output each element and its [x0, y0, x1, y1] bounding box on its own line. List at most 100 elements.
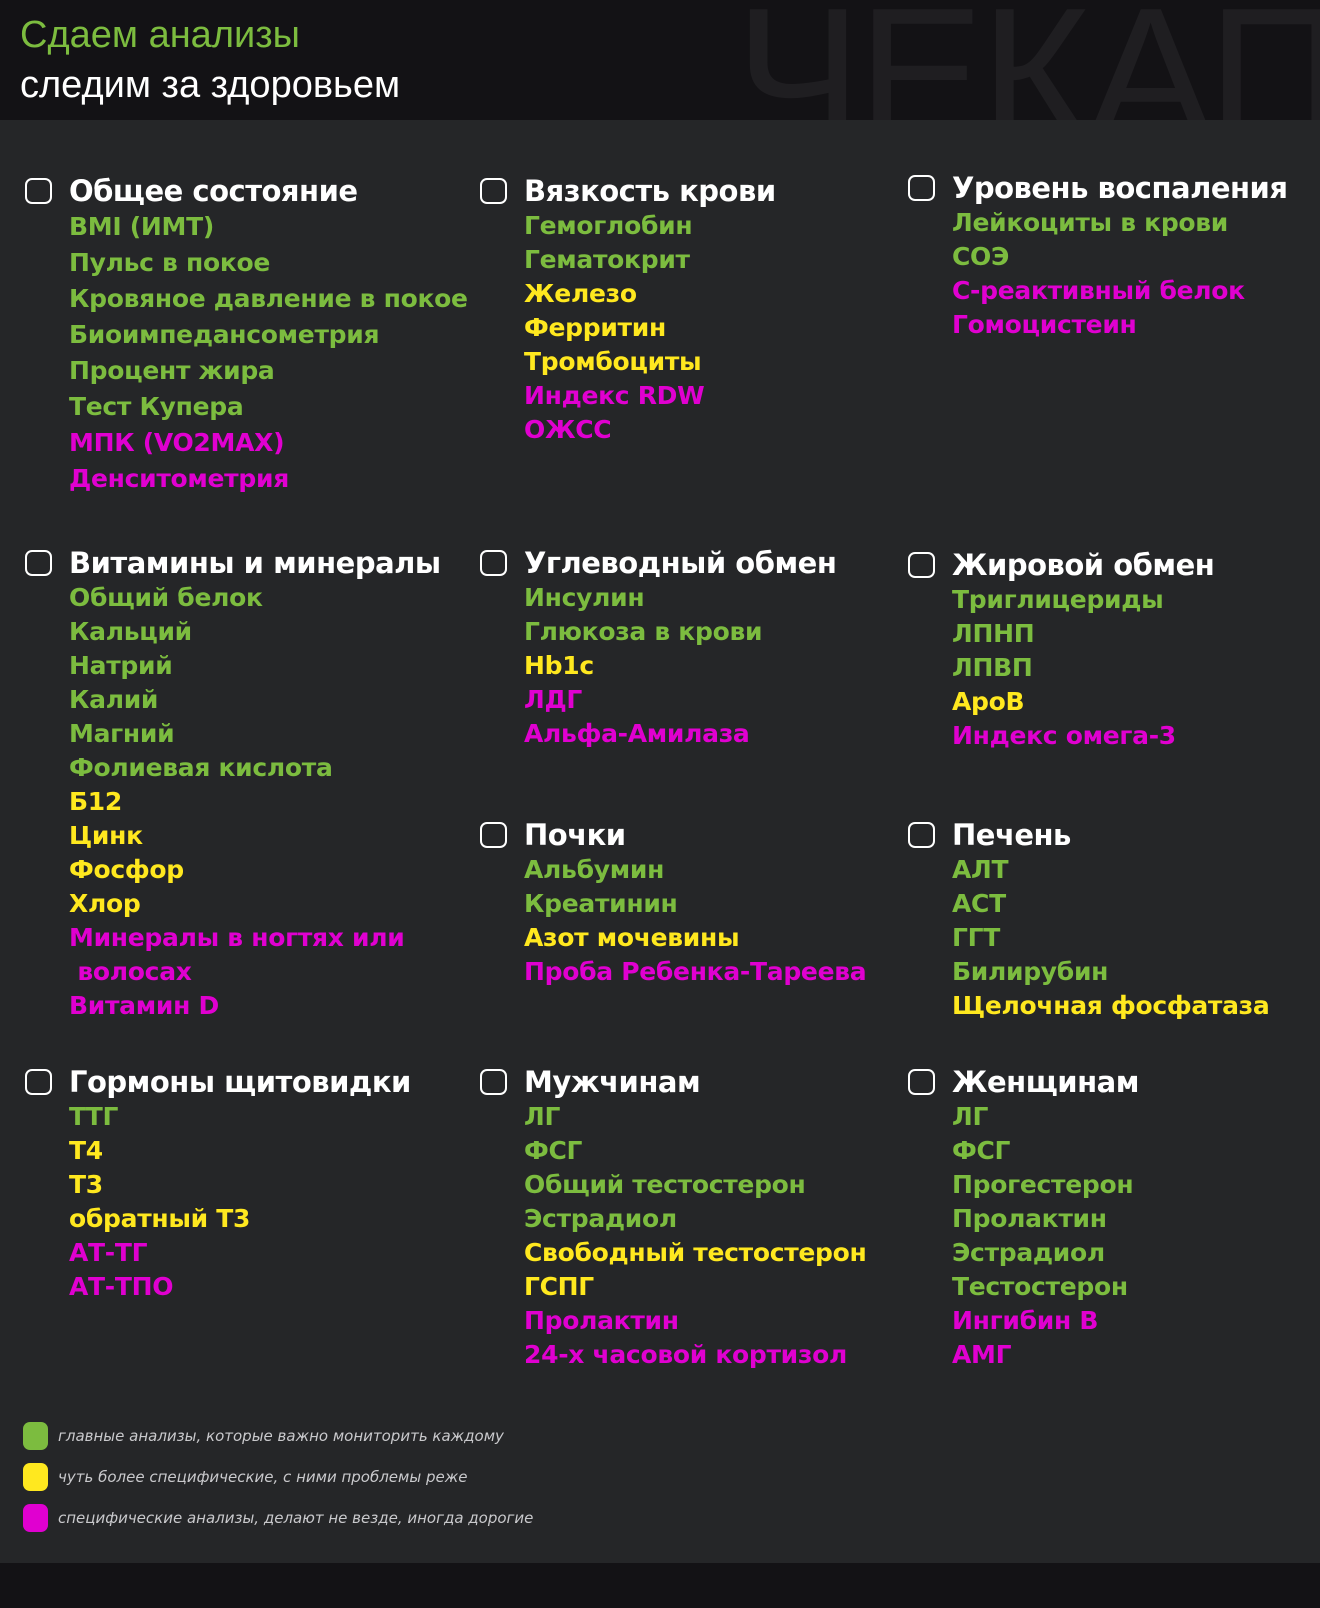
- test-item: Азот мочевины: [524, 923, 740, 952]
- checkbox[interactable]: [480, 1069, 507, 1095]
- checkbox[interactable]: [480, 550, 507, 576]
- checkbox[interactable]: [480, 822, 507, 848]
- test-item: Гематокрит: [524, 245, 690, 274]
- header: ЧЕКАП Сдаем анализы следим за здоровьем: [0, 0, 1320, 120]
- test-item: Hb1c: [524, 651, 594, 680]
- section-title: Вязкость крови: [524, 174, 776, 208]
- test-item: Общий белок: [69, 583, 263, 612]
- test-item: Эстрадиол: [524, 1204, 677, 1233]
- test-item: BMI (ИМТ): [69, 212, 214, 241]
- section-title: Витамины и минералы: [69, 546, 441, 580]
- test-item: Альбумин: [524, 855, 665, 884]
- item-list: ТТГ Т4 Т3 обратный Т3 АТ-ТГ АТ-ТПО: [69, 1100, 411, 1304]
- checkbox[interactable]: [25, 178, 52, 204]
- test-item: Денситометрия: [69, 464, 289, 493]
- test-item: Б12: [69, 787, 122, 816]
- test-item: Пролактин: [524, 1306, 679, 1335]
- checkbox[interactable]: [908, 1069, 935, 1095]
- section: Почки Альбумин Креатинин Азот мочевины Проба…: [480, 817, 867, 989]
- test-item: ЛПВП: [952, 653, 1033, 682]
- test-item: Индекс омега-3: [952, 721, 1176, 750]
- test-item: АМГ: [952, 1340, 1012, 1369]
- test-item: Кальций: [69, 617, 192, 646]
- legend-item: чуть более специфические, с ними проблем…: [23, 1463, 533, 1491]
- legend-item: специфические анализы, делают не везде, …: [23, 1504, 533, 1532]
- section-header: Печень: [908, 817, 1269, 853]
- section-header: Мужчинам: [480, 1064, 867, 1100]
- test-item: Билирубин: [952, 957, 1109, 986]
- test-item: Глюкоза в крови: [524, 617, 763, 646]
- section-title: Жировой обмен: [952, 548, 1215, 582]
- test-item: МПК (VO2MAX): [69, 428, 285, 457]
- section: Вязкость крови Гемоглобин Гематокрит Железо…: [480, 173, 776, 447]
- test-item: Процент жира: [69, 356, 275, 385]
- test-item: ЛДГ: [524, 685, 583, 714]
- test-item: АСТ: [952, 889, 1006, 918]
- checkbox[interactable]: [25, 1069, 52, 1095]
- test-item: Хлор: [69, 889, 141, 918]
- section-title: Женщинам: [952, 1065, 1139, 1099]
- section-header: Углеводный обмен: [480, 545, 837, 581]
- section-header: Женщинам: [908, 1064, 1139, 1100]
- section-header: Витамины и минералы: [25, 545, 441, 581]
- test-item: С-реактивный белок: [952, 276, 1245, 305]
- test-item: ЛГ: [524, 1102, 561, 1131]
- checkbox[interactable]: [480, 178, 507, 204]
- test-item: ФСГ: [524, 1136, 583, 1165]
- test-item: Гомоцистеин: [952, 310, 1137, 339]
- checkbox[interactable]: [908, 175, 935, 201]
- section-header: Гормоны щитовидки: [25, 1064, 411, 1100]
- test-item: ТТГ: [69, 1102, 119, 1131]
- test-item: ЛГ: [952, 1102, 989, 1131]
- test-item: Общий тестостерон: [524, 1170, 806, 1199]
- test-item: Проба Ребенка-Тареева: [524, 957, 867, 986]
- legend-item: главные анализы, которые важно мониторит…: [23, 1422, 533, 1450]
- test-item: СОЭ: [952, 242, 1010, 271]
- test-item: Ферритин: [524, 313, 666, 342]
- test-item: Индекс RDW: [524, 381, 705, 410]
- legend-swatch-yellow: [23, 1463, 48, 1491]
- test-item: Натрий: [69, 651, 173, 680]
- legend: главные анализы, которые важно мониторит…: [23, 1422, 533, 1545]
- test-item: Свободный тестостерон: [524, 1238, 867, 1267]
- test-item: Фолиевая кислота: [69, 753, 333, 782]
- section-header: Общее состояние: [25, 173, 468, 209]
- section: Печень АЛТ АСТ ГГТ Билирубин Щелочная фосфата…: [908, 817, 1270, 1023]
- test-item: Лейкоциты в крови: [952, 208, 1229, 237]
- test-item: Минералы в ногтях или: [69, 923, 405, 952]
- test-item: Т3: [69, 1170, 103, 1199]
- section-header: Вязкость крови: [480, 173, 776, 209]
- test-item: Прогестерон: [952, 1170, 1134, 1199]
- section: Жировой обмен Триглицериды ЛПНП ЛПВП АроВ Инд…: [908, 547, 1215, 753]
- section: Витамины и минералы Общий белок Кальций Нат…: [25, 545, 441, 1023]
- item-list: Альбумин Креатинин Азот мочевины Проба Ребе…: [524, 853, 867, 989]
- test-item: Альфа-Амилаза: [524, 719, 750, 748]
- section-header: Уровень воспаления: [908, 170, 1288, 206]
- section: Уровень воспаления Лейкоциты в крови СОЭ С-…: [908, 170, 1288, 342]
- section-title: Углеводный обмен: [524, 546, 837, 580]
- test-item: Ингибин В: [952, 1306, 1099, 1335]
- test-item: Пролактин: [952, 1204, 1107, 1233]
- checkbox[interactable]: [908, 552, 935, 578]
- test-item: Тестостерон: [952, 1272, 1128, 1301]
- footer-bar: [0, 1563, 1320, 1608]
- checkbox[interactable]: [908, 822, 935, 848]
- item-list: Общий белок Кальций Натрий Калий Магний Фолие…: [69, 581, 441, 1023]
- test-item: ГСПГ: [524, 1272, 594, 1301]
- test-item: Триглицериды: [952, 585, 1164, 614]
- test-item: ФСГ: [952, 1136, 1011, 1165]
- test-item: Эстрадиол: [952, 1238, 1105, 1267]
- test-item: Магний: [69, 719, 175, 748]
- test-item: АТ-ТПО: [69, 1272, 174, 1301]
- checkbox[interactable]: [25, 550, 52, 576]
- test-item: Креатинин: [524, 889, 678, 918]
- legend-swatch-magenta: [23, 1504, 48, 1532]
- section: Женщинам ЛГ ФСГ Прогестерон Пролактин Эстради…: [908, 1064, 1139, 1372]
- test-item: ОЖСС: [524, 415, 612, 444]
- test-item: Витамин D: [69, 991, 219, 1020]
- test-item: Биоимпедансометрия: [69, 320, 380, 349]
- test-item: ГГТ: [952, 923, 1001, 952]
- test-item: Тест Купера: [69, 392, 244, 421]
- page-subtitle: следим за здоровьем: [20, 64, 401, 106]
- section: Углеводный обмен Инсулин Глюкоза в крови Hb…: [480, 545, 837, 751]
